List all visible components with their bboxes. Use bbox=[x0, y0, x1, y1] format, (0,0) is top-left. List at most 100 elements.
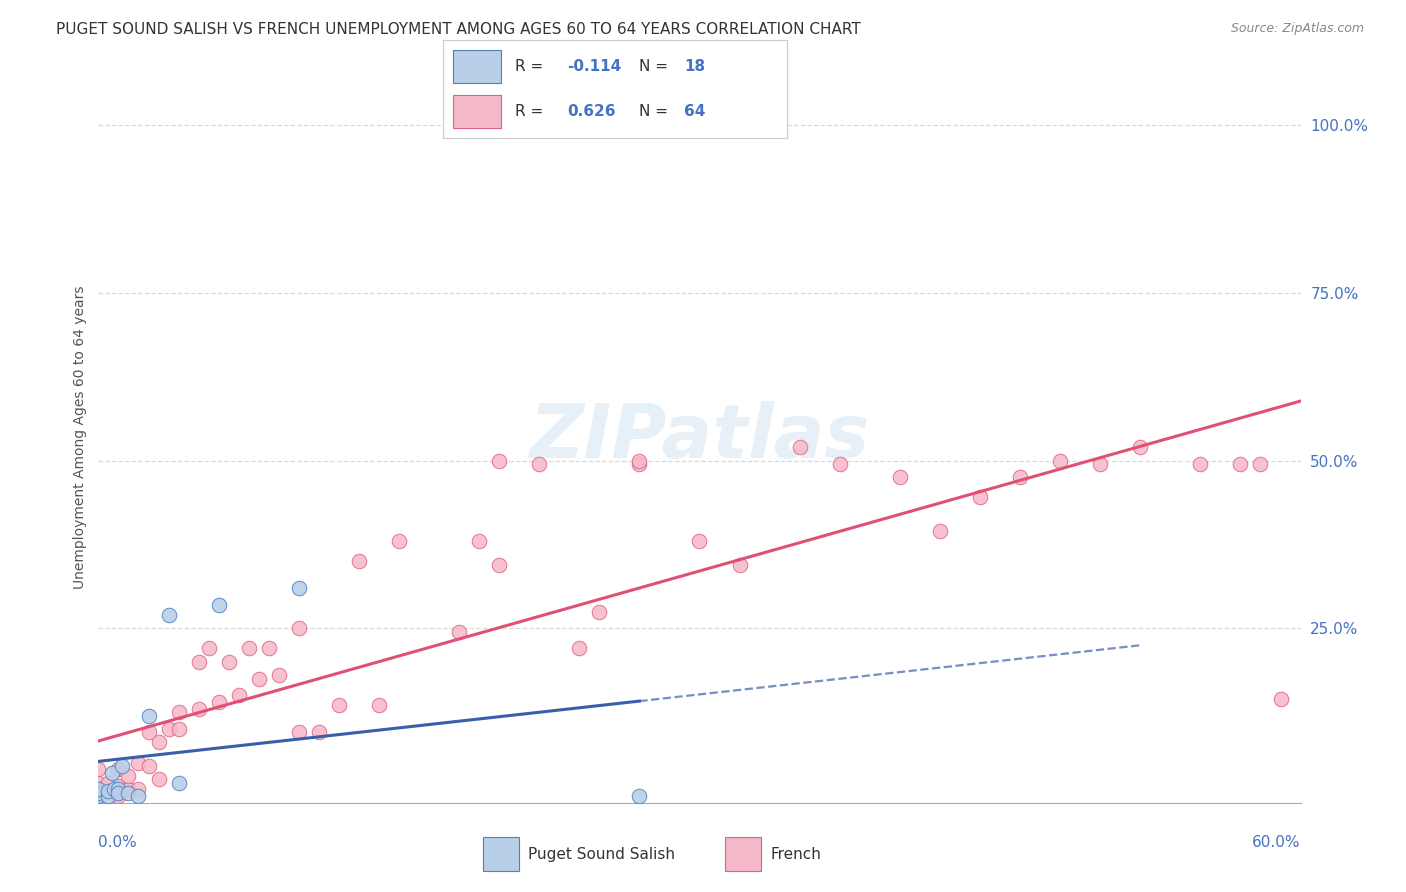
Point bbox=[87, 762, 110, 776]
Point bbox=[529, 457, 551, 471]
Point bbox=[107, 782, 129, 797]
Point bbox=[789, 440, 811, 454]
Point bbox=[148, 772, 170, 787]
Point bbox=[97, 789, 120, 803]
Point bbox=[288, 581, 311, 595]
Point bbox=[588, 605, 610, 619]
Point bbox=[87, 780, 110, 795]
Point bbox=[468, 534, 491, 549]
Point bbox=[628, 453, 651, 467]
Point bbox=[197, 641, 219, 656]
Point bbox=[1129, 440, 1152, 454]
Text: 0.626: 0.626 bbox=[567, 104, 616, 120]
Point bbox=[97, 775, 120, 789]
Point bbox=[138, 708, 160, 723]
Text: R =: R = bbox=[515, 104, 548, 120]
Point bbox=[628, 457, 651, 471]
Point bbox=[87, 782, 110, 797]
Point bbox=[218, 655, 240, 669]
Text: PUGET SOUND SALISH VS FRENCH UNEMPLOYMENT AMONG AGES 60 TO 64 YEARS CORRELATION : PUGET SOUND SALISH VS FRENCH UNEMPLOYMEN… bbox=[56, 22, 860, 37]
Point bbox=[167, 705, 190, 719]
FancyBboxPatch shape bbox=[453, 50, 502, 83]
Point bbox=[288, 621, 311, 635]
Point bbox=[107, 786, 129, 800]
Point bbox=[828, 457, 851, 471]
Point bbox=[208, 598, 231, 612]
Point bbox=[328, 698, 350, 713]
Point bbox=[87, 775, 110, 789]
Point bbox=[238, 641, 260, 656]
Point bbox=[1270, 691, 1292, 706]
Point bbox=[187, 702, 209, 716]
Text: N =: N = bbox=[640, 104, 673, 120]
Point bbox=[103, 782, 125, 797]
Point bbox=[117, 786, 139, 800]
Point bbox=[368, 698, 391, 713]
Point bbox=[388, 534, 411, 549]
Point bbox=[103, 783, 125, 797]
Point bbox=[689, 534, 711, 549]
Point bbox=[247, 672, 270, 686]
FancyBboxPatch shape bbox=[482, 837, 519, 871]
Point bbox=[969, 491, 991, 505]
Point bbox=[87, 786, 110, 800]
Point bbox=[107, 762, 129, 776]
Point bbox=[87, 787, 110, 801]
Text: R =: R = bbox=[515, 59, 548, 74]
Text: -0.114: -0.114 bbox=[567, 59, 621, 74]
Point bbox=[87, 783, 110, 797]
Text: 60.0%: 60.0% bbox=[1253, 836, 1301, 850]
Point bbox=[128, 789, 150, 803]
FancyBboxPatch shape bbox=[453, 95, 502, 128]
Point bbox=[87, 789, 110, 803]
Point bbox=[628, 789, 651, 803]
Text: French: French bbox=[770, 847, 821, 862]
Point bbox=[1010, 470, 1032, 484]
Text: 18: 18 bbox=[685, 59, 706, 74]
Point bbox=[148, 735, 170, 749]
Text: 0.0%: 0.0% bbox=[98, 836, 138, 850]
Point bbox=[728, 558, 751, 572]
Point bbox=[117, 782, 139, 797]
Point bbox=[1189, 457, 1212, 471]
Point bbox=[1250, 457, 1272, 471]
Point bbox=[267, 668, 290, 682]
Point bbox=[117, 769, 139, 783]
Point bbox=[488, 453, 510, 467]
Point bbox=[111, 759, 134, 773]
Point bbox=[167, 775, 190, 789]
Point bbox=[107, 779, 129, 793]
Text: N =: N = bbox=[640, 59, 673, 74]
Y-axis label: Unemployment Among Ages 60 to 64 years: Unemployment Among Ages 60 to 64 years bbox=[73, 285, 87, 589]
Point bbox=[87, 789, 110, 803]
Point bbox=[138, 725, 160, 739]
Point bbox=[97, 783, 120, 797]
Point bbox=[1088, 457, 1111, 471]
Point bbox=[308, 725, 330, 739]
Text: Puget Sound Salish: Puget Sound Salish bbox=[527, 847, 675, 862]
Point bbox=[157, 607, 180, 622]
Point bbox=[101, 765, 124, 780]
Point bbox=[167, 722, 190, 736]
Point bbox=[288, 725, 311, 739]
Point bbox=[889, 470, 911, 484]
Point bbox=[138, 759, 160, 773]
Point bbox=[257, 641, 280, 656]
Point bbox=[1229, 457, 1251, 471]
Point bbox=[568, 641, 591, 656]
Point bbox=[157, 722, 180, 736]
Point bbox=[107, 789, 129, 803]
Text: ZIPatlas: ZIPatlas bbox=[530, 401, 869, 474]
Point bbox=[347, 554, 370, 568]
Text: 64: 64 bbox=[685, 104, 706, 120]
Text: Source: ZipAtlas.com: Source: ZipAtlas.com bbox=[1230, 22, 1364, 36]
Point bbox=[228, 689, 250, 703]
Point bbox=[128, 756, 150, 770]
Point bbox=[488, 558, 510, 572]
Point bbox=[447, 624, 470, 639]
Point bbox=[1049, 453, 1071, 467]
Point bbox=[187, 655, 209, 669]
Point bbox=[208, 695, 231, 709]
Point bbox=[929, 524, 952, 538]
FancyBboxPatch shape bbox=[725, 837, 762, 871]
